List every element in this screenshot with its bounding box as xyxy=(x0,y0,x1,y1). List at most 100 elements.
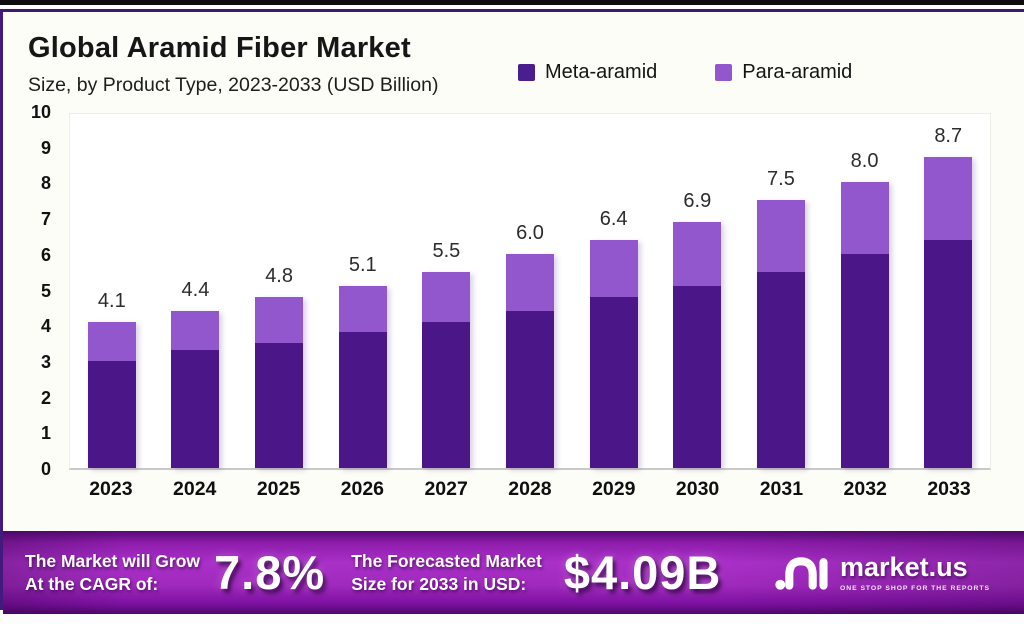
bar-segment-para-aramid xyxy=(171,310,220,351)
brand-name: market.us xyxy=(840,551,968,582)
bar-series: 4.1 4.4 4.8 5.1 5.5 6.0 6.4 6.9 7.5 8.0 8.7 xyxy=(70,114,990,468)
y-tick-7: 7 xyxy=(40,209,51,230)
bar-2033: 8.7 xyxy=(924,125,973,468)
x-tick-2031: 2031 xyxy=(759,478,804,500)
legend-label: Para-aramid xyxy=(742,61,853,83)
bar-cell-2023: 4.1 xyxy=(70,114,154,468)
page-title: Global Aramid Fiber Market xyxy=(28,32,411,64)
chart-subtitle: Size, by Product Type, 2023-2033 (USD Bi… xyxy=(28,74,439,96)
bar-2029: 6.4 xyxy=(589,208,638,468)
plot-area: 4.1 4.4 4.8 5.1 5.5 6.0 6.4 6.9 7.5 8.0 8.7 xyxy=(69,113,991,470)
bar-cell-2027: 5.5 xyxy=(405,114,489,468)
x-tick-2030: 2030 xyxy=(675,478,720,500)
bar-cell-2025: 4.8 xyxy=(237,114,321,468)
x-tick-2027: 2027 xyxy=(424,478,468,500)
bar-segment-meta-aramid xyxy=(506,310,555,468)
meta-aramid-swatch-icon xyxy=(518,64,535,81)
y-axis: 0 1 2 3 4 5 6 7 8 9 10 xyxy=(3,12,59,624)
bar-total-label-2029: 6.4 xyxy=(599,207,628,230)
footer-banner: The Market will Grow At the CAGR of: 7.8… xyxy=(3,531,1024,614)
forecast-label: The Forecasted Market Size for 2033 in U… xyxy=(351,550,542,594)
market-us-logo-icon xyxy=(775,556,828,590)
x-tick-2033: 2033 xyxy=(927,478,971,500)
bar-segment-meta-aramid xyxy=(924,239,973,468)
bar-segment-meta-aramid xyxy=(255,343,304,468)
bar-2026: 5.1 xyxy=(338,254,387,468)
legend-label: Meta-aramid xyxy=(545,61,658,83)
x-tick-2028: 2028 xyxy=(508,478,552,500)
bar-2032: 8.0 xyxy=(840,150,889,468)
bar-2031: 7.5 xyxy=(756,168,805,468)
legend-item-meta-aramid: Meta-aramid xyxy=(518,61,657,84)
bar-segment-para-aramid xyxy=(255,296,304,344)
bar-cell-2024: 4.4 xyxy=(154,114,238,468)
chart-legend: Meta-aramid Para-aramid xyxy=(518,61,852,84)
x-tick-2024: 2024 xyxy=(173,478,217,500)
bar-total-label-2028: 6.0 xyxy=(516,221,544,244)
bar-segment-para-aramid xyxy=(924,157,973,240)
bar-segment-para-aramid xyxy=(756,200,805,272)
bar-segment-meta-aramid xyxy=(840,253,889,468)
bar-total-label-2032: 8.0 xyxy=(850,150,879,173)
bar-total-label-2026: 5.1 xyxy=(348,253,377,276)
bar-segment-para-aramid xyxy=(589,239,638,297)
bar-2030: 6.9 xyxy=(673,190,722,468)
x-tick-2029: 2029 xyxy=(592,478,636,500)
bar-cell-2026: 5.1 xyxy=(321,114,405,468)
bar-total-label-2023: 4.1 xyxy=(97,289,126,312)
x-tick-2025: 2025 xyxy=(256,478,301,500)
bar-2028: 6.0 xyxy=(506,222,555,468)
bar-segment-meta-aramid xyxy=(756,271,805,468)
para-aramid-swatch-icon xyxy=(715,64,733,81)
bar-segment-para-aramid xyxy=(673,221,722,286)
y-tick-9: 9 xyxy=(40,137,51,158)
bar-segment-para-aramid xyxy=(87,321,136,361)
bar-segment-para-aramid xyxy=(840,182,889,254)
screenshot-top-edge xyxy=(0,0,1024,5)
chart-card: Global Aramid Fiber Market Size, by Prod… xyxy=(0,9,1024,624)
y-tick-6: 6 xyxy=(40,244,51,265)
y-tick-4: 4 xyxy=(40,316,51,337)
bar-total-label-2024: 4.4 xyxy=(181,278,210,301)
bar-segment-meta-aramid xyxy=(171,350,220,468)
bar-2024: 4.4 xyxy=(171,279,220,468)
brand-logo: market.us ONE STOP SHOP FOR THE REPORTS xyxy=(774,550,990,596)
cagr-value: 7.8% xyxy=(214,546,326,599)
bar-segment-meta-aramid xyxy=(87,360,136,468)
bar-cell-2029: 6.4 xyxy=(572,114,656,468)
y-tick-2: 2 xyxy=(40,387,51,408)
bar-cell-2033: 8.7 xyxy=(906,114,990,468)
y-tick-8: 8 xyxy=(40,173,51,194)
bar-cell-2032: 8.0 xyxy=(823,114,907,468)
forecast-value: $4.09B xyxy=(563,546,722,599)
y-tick-5: 5 xyxy=(40,280,51,301)
bottom-strip xyxy=(3,614,1024,624)
y-tick-10: 10 xyxy=(30,102,51,122)
x-tick-2032: 2032 xyxy=(843,478,887,500)
bar-segment-para-aramid xyxy=(506,253,555,311)
cagr-label: The Market will Grow At the CAGR of: xyxy=(25,550,201,594)
bar-total-label-2027: 5.5 xyxy=(432,239,461,262)
bar-2023: 4.1 xyxy=(87,290,136,468)
bar-segment-meta-aramid xyxy=(673,285,722,468)
x-axis: 2023 2024 2025 2026 2027 2028 2029 2030 2031 2032… xyxy=(69,478,991,501)
y-tick-0: 0 xyxy=(40,459,51,479)
bar-cell-2030: 6.9 xyxy=(655,114,739,468)
bar-segment-meta-aramid xyxy=(338,332,387,468)
y-tick-3: 3 xyxy=(40,351,51,372)
bar-2027: 5.5 xyxy=(422,240,471,468)
legend-item-para-aramid: Para-aramid xyxy=(715,61,852,84)
bar-cell-2031: 7.5 xyxy=(739,114,823,468)
bar-segment-meta-aramid xyxy=(589,296,638,468)
bar-cell-2028: 6.0 xyxy=(488,114,572,468)
bar-total-label-2031: 7.5 xyxy=(767,168,795,191)
bar-segment-para-aramid xyxy=(338,285,387,333)
bar-segment-meta-aramid xyxy=(422,321,471,468)
x-tick-2026: 2026 xyxy=(340,478,385,500)
y-tick-1: 1 xyxy=(40,423,51,444)
x-tick-2023: 2023 xyxy=(89,478,133,500)
brand-text: market.us ONE STOP SHOP FOR THE REPORTS xyxy=(840,551,990,592)
bar-2025: 4.8 xyxy=(255,265,304,468)
bar-total-label-2030: 6.9 xyxy=(683,189,712,212)
brand-tagline: ONE STOP SHOP FOR THE REPORTS xyxy=(840,584,990,592)
